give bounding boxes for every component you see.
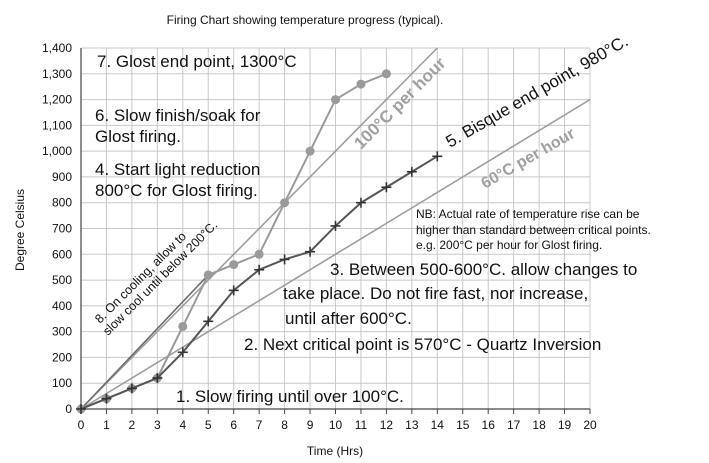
data-point-glost-firing <box>203 270 213 280</box>
chart-title: Firing Chart showing temperature progres… <box>167 13 444 27</box>
y-tick-label: 800 <box>52 196 72 210</box>
y-axis-label: Degree Celsius <box>13 189 27 271</box>
data-point-glost-firing <box>280 198 290 208</box>
y-tick-label: 400 <box>52 299 72 313</box>
ref-label-100c: 100°C per hour <box>350 53 449 152</box>
data-point-glost-firing <box>305 146 315 156</box>
data-point-glost-firing <box>178 321 188 331</box>
x-tick-label: 18 <box>532 418 546 432</box>
reference-lines <box>80 47 591 410</box>
data-point-bisque-firing <box>355 197 366 208</box>
x-tick-label: 12 <box>380 418 394 432</box>
data-point-glost-firing <box>331 95 340 105</box>
grid <box>81 47 591 409</box>
data-point-glost-firing <box>381 69 391 79</box>
x-tick-label: 10 <box>329 418 343 432</box>
tick-labels: 01002003004005006007008009001,0001,1001,… <box>42 41 597 432</box>
y-tick-label: 500 <box>52 273 72 287</box>
data-point-bisque-firing <box>126 383 137 394</box>
annotation-glost-end: 7. Glost end point, 1300°C <box>97 52 297 71</box>
y-tick-label: 100 <box>52 376 72 390</box>
reference-line-cooling-line <box>80 274 209 410</box>
data-point-bisque-firing <box>432 151 443 162</box>
annotation-between-1: 3. Between 500-600°C. allow changes to <box>330 260 637 279</box>
data-point-bisque-firing <box>203 316 214 327</box>
data-point-bisque-firing <box>228 285 239 296</box>
x-tick-label: 1 <box>103 418 110 432</box>
y-tick-label: 900 <box>52 170 72 184</box>
axes <box>80 48 591 414</box>
x-tick-label: 13 <box>405 418 419 432</box>
y-tick-label: 1,400 <box>42 41 72 55</box>
data-point-bisque-firing <box>330 220 341 231</box>
x-tick-label: 0 <box>78 418 85 432</box>
x-tick-label: 3 <box>154 418 161 432</box>
x-tick-label: 19 <box>558 418 572 432</box>
y-tick-label: 1,300 <box>42 67 72 81</box>
y-tick-label: 0 <box>65 402 72 416</box>
y-tick-label: 1,200 <box>42 93 72 107</box>
annotation-slow-finish-2: Glost firing. <box>95 127 181 146</box>
annotation-nb-3: e.g. 200°C per hour for Glost firing. <box>416 238 602 252</box>
data-point-bisque-firing <box>177 347 188 358</box>
data-point-glost-firing <box>356 79 366 89</box>
y-tick-label: 300 <box>52 325 72 339</box>
reference-line-60c-per-hour <box>80 98 591 410</box>
annotation-nb-1: NB: Actual rate of temperature rise can … <box>416 207 640 221</box>
x-tick-label: 11 <box>355 418 368 432</box>
reference-line-100c-per-hour <box>80 47 438 410</box>
data-point-bisque-firing <box>254 264 265 275</box>
x-tick-label: 6 <box>230 418 237 432</box>
data-point-bisque-firing <box>152 373 163 384</box>
annotation-slow-finish-1: 6. Slow finish/soak for <box>95 106 261 125</box>
y-tick-label: 1,100 <box>42 118 72 132</box>
x-tick-label: 14 <box>431 418 445 432</box>
data-point-glost-firing <box>229 260 239 270</box>
x-tick-label: 5 <box>205 418 212 432</box>
x-tick-label: 4 <box>179 418 186 432</box>
data-point-bisque-firing <box>101 393 112 404</box>
data-point-bisque-firing <box>76 404 86 414</box>
y-tick-label: 200 <box>52 350 72 364</box>
annotation-quartz: 2. Next critical point is 570°C - Quartz… <box>244 335 601 354</box>
x-tick-label: 20 <box>583 418 597 432</box>
y-tick-label: 700 <box>52 222 72 236</box>
x-tick-label: 7 <box>256 418 263 432</box>
series-group <box>76 69 443 414</box>
data-point-bisque-firing <box>279 254 290 265</box>
x-tick-label: 8 <box>281 418 288 432</box>
annotation-bisque-end: 5. Bisque end point, 980°C. <box>443 31 632 151</box>
data-point-bisque-firing <box>305 246 316 257</box>
x-axis-label: Time (Hrs) <box>307 444 363 458</box>
annotation-reduction-2: 800°C for Glost firing. <box>95 181 258 200</box>
x-tick-label: 17 <box>507 418 521 432</box>
annotation-between-2: take place. Do not fire fast, nor increa… <box>283 284 588 303</box>
annotation-slow-firing: 1. Slow firing until over 100°C. <box>176 387 404 406</box>
data-point-bisque-firing <box>381 182 392 193</box>
x-tick-label: 9 <box>307 418 314 432</box>
data-point-glost-firing <box>254 249 264 259</box>
annotation-cooling-2: slow cool until below 200°C. <box>100 218 220 338</box>
data-point-bisque-firing <box>406 166 417 177</box>
annotation-between-3: until after 600°C. <box>285 309 412 328</box>
y-tick-label: 600 <box>52 247 72 261</box>
x-tick-label: 16 <box>482 418 496 432</box>
annotation-nb-2: higher than standard between critical po… <box>416 223 651 237</box>
x-tick-label: 15 <box>456 418 470 432</box>
x-tick-label: 2 <box>129 418 136 432</box>
annotation-reduction-1: 4. Start light reduction <box>95 160 260 179</box>
y-tick-label: 1,000 <box>42 144 72 158</box>
